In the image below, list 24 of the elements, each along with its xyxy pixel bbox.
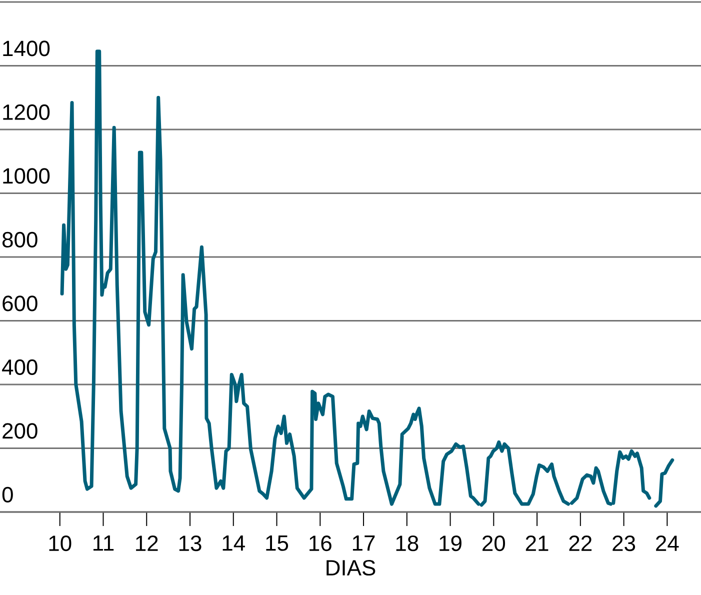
x-tick-label: 22 <box>569 536 592 551</box>
y-tick-label: 1000 <box>3 168 50 184</box>
x-tick-label: 20 <box>482 536 506 552</box>
x-tick-label: 12 <box>136 536 158 551</box>
x-tick-label: 15 <box>266 536 288 551</box>
y-tick-label: 1200 <box>3 104 50 120</box>
x-tick-label: 11 <box>93 536 114 551</box>
x-tick-label: 21 <box>526 536 548 551</box>
y-tick-label: 0 <box>2 486 13 502</box>
x-tick-label: 13 <box>179 536 202 552</box>
y-tick-label: 800 <box>2 232 38 248</box>
y-tick-label: 200 <box>2 423 38 439</box>
y-tick-label: 600 <box>2 296 38 312</box>
x-axis-title: DIAS <box>326 560 376 576</box>
x-tick-label: 17 <box>352 536 375 551</box>
x-tick-label: 16 <box>310 536 332 552</box>
x-tick-label: 24 <box>656 536 679 551</box>
x-tick-label: 18 <box>396 536 418 552</box>
x-tick-label: 23 <box>612 536 636 552</box>
x-tick-label: 19 <box>440 536 462 552</box>
y-tick-label: 400 <box>2 359 38 375</box>
x-tick-label: 14 <box>222 536 245 551</box>
x-tick-label: 10 <box>49 536 72 552</box>
y-tick-label: 1400 <box>3 40 50 56</box>
